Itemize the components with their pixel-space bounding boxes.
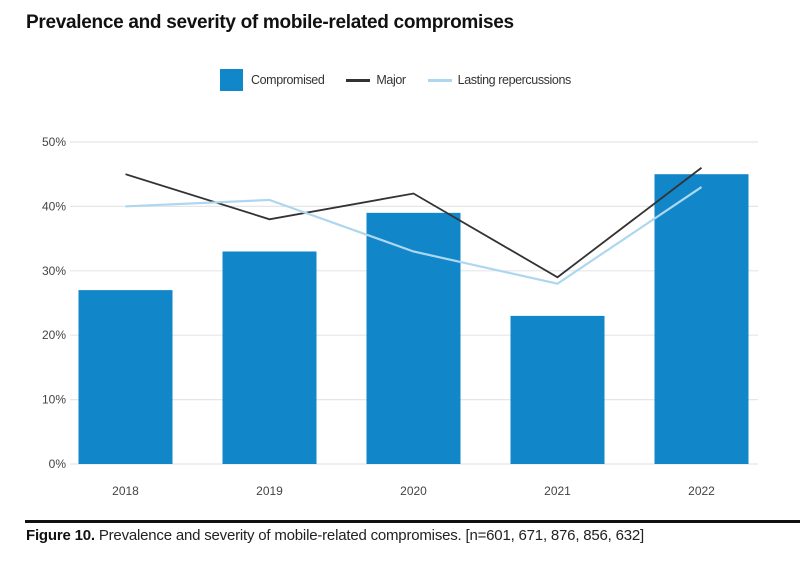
legend-swatch-lasting <box>427 78 452 82</box>
legend-swatch-major <box>346 78 371 82</box>
bar-2020 <box>366 212 461 464</box>
bar-2021 <box>510 315 605 464</box>
x-tick-label: 2020 <box>400 484 427 498</box>
chart-title: Prevalence and severity of mobile-relate… <box>26 12 514 33</box>
y-tick-label: 40% <box>42 199 66 213</box>
bars-compromised <box>78 174 749 464</box>
x-tick-label: 2022 <box>688 484 715 498</box>
figure-label: Figure 10. <box>26 527 95 544</box>
bar-2022 <box>654 174 749 464</box>
x-tick-label: 2019 <box>256 484 283 498</box>
caption-text: Prevalence and severity of mobile-relate… <box>94 527 645 544</box>
series-lines <box>125 167 703 285</box>
bar-2019 <box>222 251 317 464</box>
x-tick-label: 2018 <box>112 484 139 498</box>
y-tick-label: 10% <box>42 393 66 407</box>
legend-swatch-compromised <box>220 69 243 91</box>
legend-label-major: Major <box>376 73 406 87</box>
y-axis-ticks: 0% 10% 20% 30% 40% 50% <box>42 135 66 471</box>
legend-item-major: Major <box>346 73 406 87</box>
y-tick-label: 0% <box>49 457 67 471</box>
figure-caption: Figure 10. Prevalence and severity of mo… <box>26 527 644 544</box>
chart-plot: 0% 10% 20% 30% 40% 50% 2018 2019 2020 2021 2022 <box>42 135 758 498</box>
legend-label-compromised: Compromised <box>251 73 325 87</box>
y-tick-label: 20% <box>42 328 66 342</box>
x-tick-label: 2021 <box>544 484 571 498</box>
y-tick-label: 30% <box>42 264 66 278</box>
caption-divider <box>25 520 800 523</box>
legend: Compromised Major Lasting repercussions <box>220 68 593 92</box>
x-axis-ticks: 2018 2019 2020 2021 2022 <box>112 484 715 498</box>
legend-item-lasting: Lasting repercussions <box>427 73 572 87</box>
legend-label-lasting: Lasting repercussions <box>457 73 572 87</box>
legend-item-compromised: Compromised <box>220 69 325 91</box>
y-tick-label: 50% <box>42 135 66 149</box>
bar-2018 <box>78 290 173 464</box>
